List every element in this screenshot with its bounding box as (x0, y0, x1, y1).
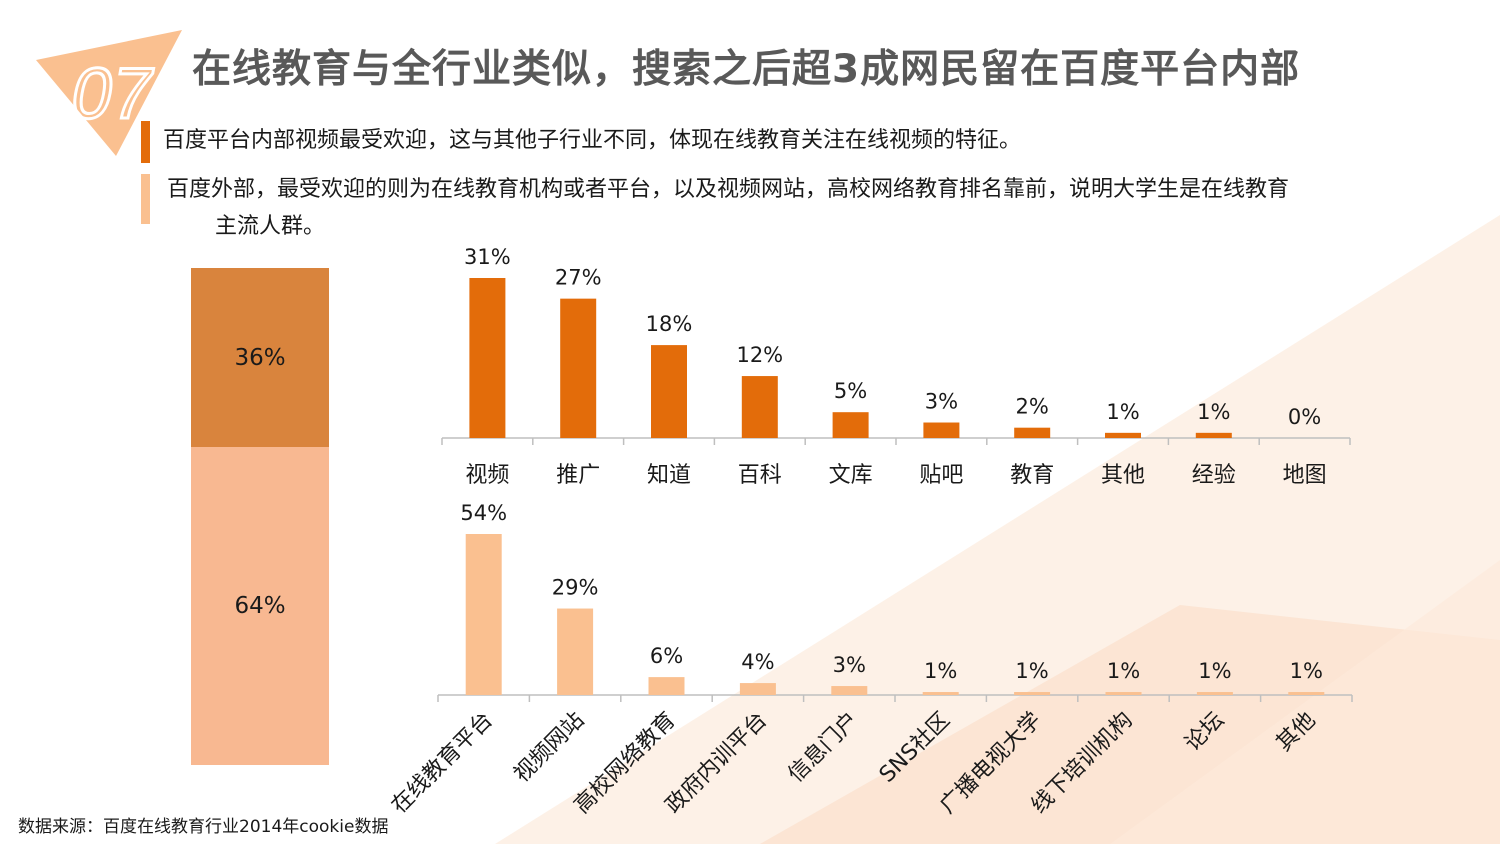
data-label: 4% (741, 650, 774, 674)
category-label: 百科 (738, 463, 782, 488)
bullet-text: 百度平台内部视频最受欢迎，这与其他子行业不同，体现在线教育关注在线视频的特征。 (163, 128, 1022, 153)
bar (469, 278, 506, 438)
category-label: 文库 (829, 463, 873, 488)
data-label: 6% (650, 644, 683, 668)
data-label: 1% (1197, 400, 1230, 424)
bar (832, 412, 869, 438)
category-label: 经验 (1192, 463, 1236, 488)
data-label: 2% (1016, 395, 1049, 419)
bar (465, 534, 502, 695)
bullet-marker (141, 121, 150, 163)
data-label: 1% (924, 659, 957, 683)
data-label: 0% (1288, 405, 1321, 429)
stack-segment-label: 36% (234, 344, 286, 371)
bar (1288, 692, 1325, 695)
bar (739, 683, 776, 695)
bar (1195, 432, 1232, 438)
bar (651, 345, 687, 438)
stack-segment-outside: 64% (191, 447, 329, 765)
category-label: SNS社区 (875, 708, 955, 788)
data-label: 54% (460, 501, 507, 525)
bar (648, 677, 685, 695)
bar (560, 298, 597, 438)
category-label: 其他 (1272, 708, 1321, 757)
category-label: 在线教育平台 (387, 708, 498, 819)
category-label: 视频 (465, 463, 509, 488)
data-source-note: 数据来源：百度在线教育行业2014年cookie数据 (18, 817, 389, 837)
data-label: 31% (464, 245, 511, 269)
bar (831, 686, 868, 695)
category-label: 信息门户 (784, 708, 864, 788)
category-label: 知道 (647, 463, 691, 488)
bar (923, 422, 960, 438)
page-title: 在线教育与全行业类似，搜索之后超3成网民留在百度平台内部 (192, 47, 1301, 92)
data-label: 1% (1290, 659, 1323, 683)
bar (1196, 692, 1233, 695)
bullet-text: 百度外部，最受欢迎的则为在线教育机构或者平台，以及视频网站，高校网络教育排名靠前… (167, 177, 1290, 202)
category-label: 贴吧 (919, 463, 963, 488)
bullet-marker (141, 174, 150, 224)
data-label: 1% (1107, 659, 1140, 683)
bar (1105, 692, 1142, 695)
bar (1014, 427, 1051, 438)
data-label: 5% (834, 379, 867, 403)
data-label: 3% (925, 390, 958, 414)
bullet-text-continued: 主流人群。 (215, 214, 326, 239)
stack-segment-inside: 36% (191, 268, 329, 447)
data-label: 18% (646, 312, 693, 336)
bar (1105, 432, 1141, 438)
category-label: 其他 (1101, 463, 1145, 488)
category-label: 论坛 (1180, 708, 1229, 757)
data-label: 1% (1198, 659, 1231, 683)
bar (922, 692, 959, 695)
data-label: 29% (552, 576, 599, 600)
bar (741, 376, 778, 438)
data-label: 1% (1015, 659, 1048, 683)
category-label: 教育 (1010, 463, 1054, 488)
bar (557, 608, 594, 695)
data-label: 3% (833, 653, 866, 677)
category-label: 视频网站 (509, 708, 589, 788)
category-label: 地图 (1283, 463, 1327, 488)
data-label: 27% (555, 266, 602, 290)
category-label: 推广 (556, 463, 600, 488)
data-label: 12% (736, 343, 783, 367)
data-label: 1% (1106, 400, 1139, 424)
bar (1014, 692, 1051, 695)
stack-segment-label: 64% (234, 593, 286, 619)
